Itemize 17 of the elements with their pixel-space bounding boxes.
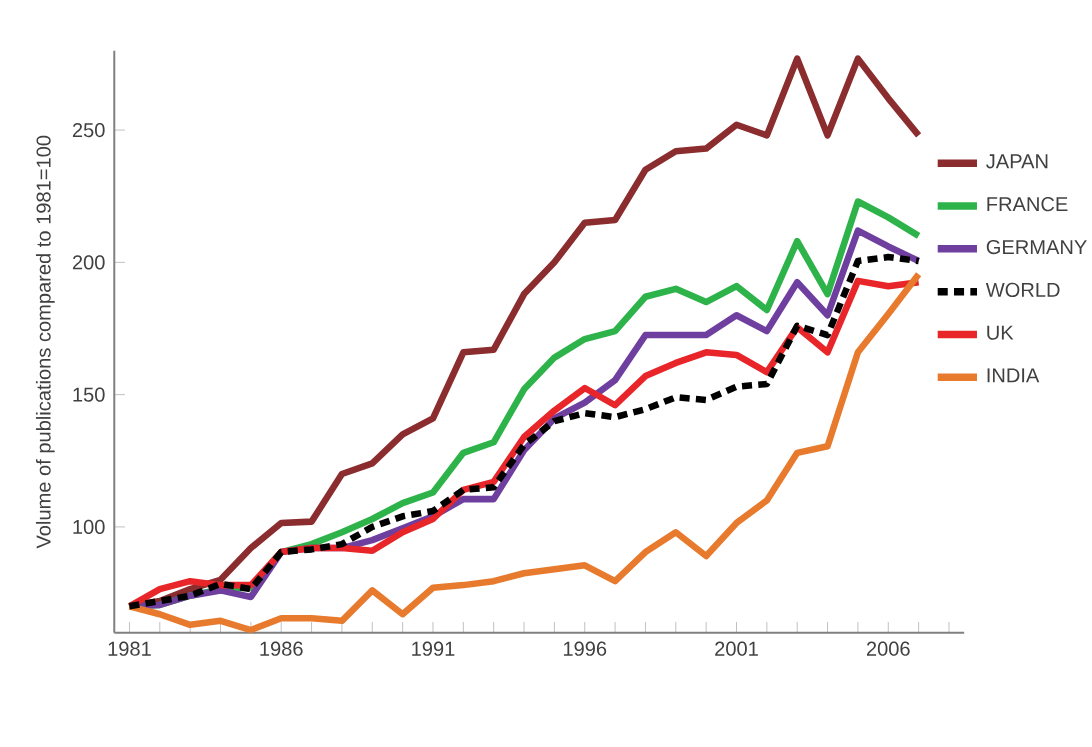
x-tick-label: 1986 (260, 641, 303, 656)
y-tick-label: 200 (72, 255, 105, 270)
x-tick-label: 2006 (866, 641, 910, 656)
legend-label: FRANCE (987, 197, 1068, 212)
y-tick-label: 150 (73, 387, 105, 402)
legend-label: GERMANY (986, 239, 1087, 255)
y-tick-label: 100 (73, 519, 105, 535)
x-tick-label: 1991 (412, 641, 455, 656)
legend-label: WORLD (985, 282, 1060, 298)
x-tick-label: 2001 (715, 641, 758, 656)
legend-label: UK (987, 325, 1014, 340)
x-tick-label: 1996 (563, 641, 607, 656)
y-tick-label: 250 (72, 122, 105, 138)
x-tick-label: 1981 (108, 641, 151, 656)
legend-label: INDIA (987, 368, 1040, 383)
y-axis-title: Volume of publications compared to 1981=100 (35, 135, 55, 549)
legend-label: JAPAN (986, 154, 1048, 169)
